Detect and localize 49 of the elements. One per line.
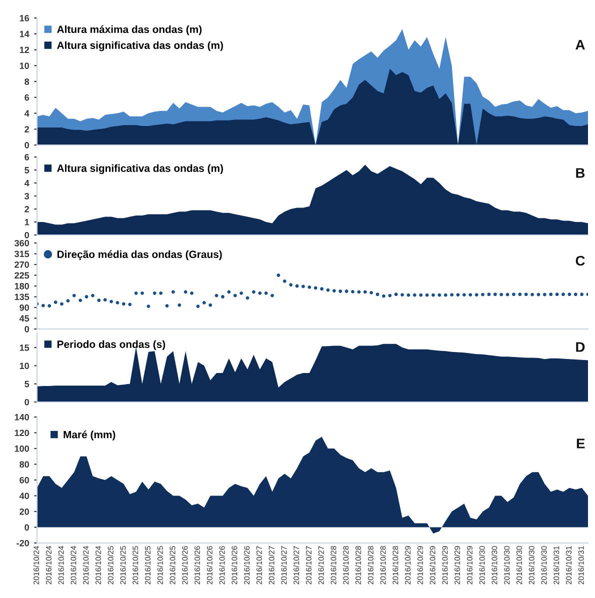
y-tick-label: 0 — [24, 142, 29, 148]
y-tick-label: 0 — [24, 326, 29, 332]
y-tick-label: 225 — [14, 272, 30, 279]
y-tick-label: 4 — [24, 180, 30, 186]
y-tick-label: 180 — [14, 282, 29, 290]
annotation: A — [576, 40, 585, 50]
y-tick-label: 0 — [24, 398, 29, 406]
legend-label: Direção média das ondas (Graus) — [57, 250, 222, 260]
annotation: E — [576, 438, 585, 448]
y-tick-label: 2 — [24, 206, 29, 212]
y-tick-label: 360 — [14, 240, 29, 246]
y-tick-label: 6 — [24, 94, 30, 101]
legend-label: Altura máxima das ondas (m) — [57, 25, 202, 36]
y-tick-label: 6 — [24, 154, 30, 160]
y-tick-label: 270 — [14, 261, 29, 268]
y-tick-label: 8 — [24, 78, 30, 85]
y-tick-label: 20 — [20, 508, 29, 515]
y-tick-label: -20 — [16, 540, 29, 546]
y-tick-label: 135 — [14, 294, 30, 300]
y-tick-label: 10 — [20, 62, 29, 69]
y-tick-label: 100 — [14, 445, 29, 452]
y-tick-label: 140 — [14, 414, 29, 420]
legend-label: Periodo das ondas (s) — [57, 340, 166, 350]
y-tick-label: 120 — [14, 430, 29, 436]
y-tick-label: 315 — [14, 250, 30, 258]
annotation: C — [576, 256, 585, 266]
y-tick-label: 4 — [24, 110, 30, 117]
y-tick-label: 0 — [24, 232, 29, 238]
annotation: D — [576, 342, 585, 352]
y-tick-label: 3 — [24, 192, 30, 200]
y-tick-label: 60 — [20, 476, 29, 484]
y-tick-label: 0 — [24, 524, 29, 531]
annotation: B — [576, 168, 585, 178]
legend-label: Altura significativa das ondas (m) — [57, 41, 223, 52]
y-tick-label: 45 — [19, 315, 30, 322]
y-tick-label: 80 — [20, 461, 29, 468]
y-tick-label: 5 — [24, 167, 30, 174]
legend-label: Altura significativa das ondas (m) — [57, 164, 223, 174]
legend-label: Maré (mm) — [64, 430, 116, 440]
y-tick-label: 14 — [20, 30, 30, 38]
y-tick-label: 16 — [20, 14, 30, 22]
y-tick-label: 5 — [24, 380, 30, 388]
y-tick-label: 12 — [20, 46, 29, 54]
y-tick-label: 1 — [24, 219, 30, 226]
y-tick-label: 15 — [20, 344, 30, 351]
y-tick-label: 2 — [24, 126, 29, 132]
y-tick-label: 10 — [20, 362, 29, 370]
y-tick-label: 40 — [19, 492, 29, 500]
y-tick-label: 90 — [20, 304, 29, 311]
